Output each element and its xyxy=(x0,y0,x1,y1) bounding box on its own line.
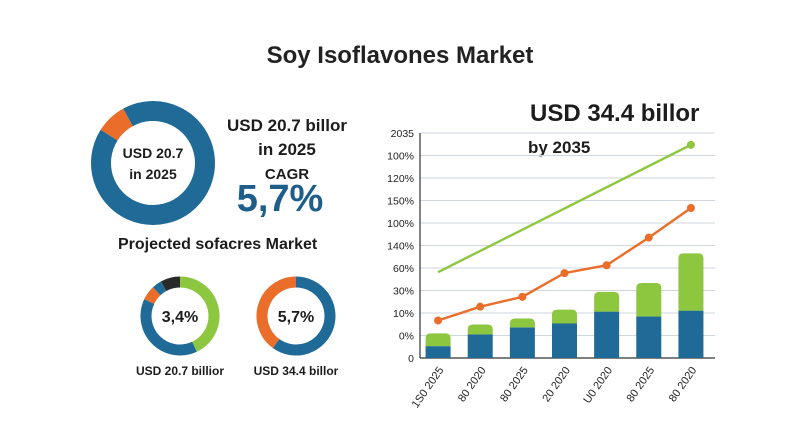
y-tick-label: 120% xyxy=(387,173,414,185)
series-point-orange xyxy=(644,233,653,242)
x-tick-label: 1S0 2025 xyxy=(410,365,447,410)
market-value-label: USD 20.7 billor xyxy=(227,116,347,135)
x-tick-label: 20 2020 xyxy=(540,365,573,404)
projected-donut-2: 5,7% xyxy=(256,276,336,356)
y-tick-label: 0 xyxy=(408,353,414,365)
forecast-year-label: by 2035 xyxy=(528,138,591,157)
bar-segment-green xyxy=(552,309,577,324)
cagr-label: CAGR xyxy=(264,166,310,183)
bar-segment-green xyxy=(509,318,535,328)
projected-donut-1-segment xyxy=(160,276,181,292)
market-year-label: in 2025 xyxy=(258,140,316,159)
market-growth-chart: 2035 100% 120% 150% 100% 140% 60% 30% 10% 0% 0 1S0… xyxy=(387,128,715,410)
y-tick-label: 2035 xyxy=(391,128,415,140)
main-donut-chart: USD 20.7 in 2025 xyxy=(91,101,215,225)
x-tick-label: 80 2025 xyxy=(625,365,658,404)
projected-donut-1-caption: USD 20.7 billior xyxy=(135,364,225,378)
projected-donut-1-segment xyxy=(152,281,167,296)
bar-segment-green xyxy=(636,283,662,317)
y-tick-label: 100% xyxy=(387,151,414,163)
main-donut-segment xyxy=(91,101,215,225)
y-tick-label: 10% xyxy=(393,308,414,320)
projected-donut-2-segment xyxy=(256,276,297,348)
projected-donut-1-segment xyxy=(140,299,197,356)
series-point-orange xyxy=(560,269,569,278)
page-title: Soy Isoflavones Market xyxy=(266,42,534,69)
series-point-orange xyxy=(602,261,611,270)
projected-donut-2-segment xyxy=(272,276,336,356)
cagr-value: 5,7% xyxy=(236,178,324,220)
bar-segment-blue xyxy=(552,323,577,358)
y-tick-label: 0% xyxy=(399,331,414,343)
bar-segment-green xyxy=(594,291,620,312)
y-tick-label: 60% xyxy=(393,263,414,275)
forecast-value-headline: USD 34.4 billor xyxy=(530,100,700,127)
projected-donut-1-segment xyxy=(179,276,220,352)
series-point-orange xyxy=(518,292,527,301)
bar-segment-blue xyxy=(636,316,662,358)
bar-segment-blue xyxy=(425,346,451,358)
projected-donut-1: 3,4% xyxy=(140,276,220,356)
y-tick-label: 150% xyxy=(387,196,414,208)
series-point-orange xyxy=(434,316,443,325)
projected-donut-2-center: 5,7% xyxy=(278,309,314,326)
series-point-green xyxy=(686,140,695,149)
y-tick-label: 100% xyxy=(387,218,414,230)
projected-market-title: Projected sofacres Market xyxy=(118,236,318,253)
x-tick-label: 80 2020 xyxy=(456,365,489,404)
projected-donut-2-caption: USD 34.4 billor xyxy=(253,364,339,378)
x-tick-label: 80 2025 xyxy=(498,365,531,404)
series-line-green xyxy=(437,143,692,274)
y-tick-label: 140% xyxy=(387,241,414,253)
series-point-orange xyxy=(476,302,485,311)
bar-segment-blue xyxy=(467,334,493,358)
bar-segment-green xyxy=(678,253,704,311)
y-tick-label: 30% xyxy=(393,286,414,298)
main-donut-center-value: USD 20.7 xyxy=(123,145,184,161)
bar-segment-blue xyxy=(509,327,535,358)
bar-segment-green xyxy=(425,333,451,347)
projected-donut-1-center: 3,4% xyxy=(162,309,198,326)
projected-donut-1-segment xyxy=(144,287,161,305)
x-tick-label: 80 2020 xyxy=(667,365,700,404)
bar-segment-blue xyxy=(678,310,704,358)
series-point-orange xyxy=(686,204,695,212)
main-donut-segment xyxy=(100,108,134,141)
bar-segment-blue xyxy=(594,311,620,358)
main-donut-center-year: in 2025 xyxy=(129,166,177,182)
bar-segment-green xyxy=(467,324,493,335)
x-tick-label: U0 2020 xyxy=(581,365,615,406)
